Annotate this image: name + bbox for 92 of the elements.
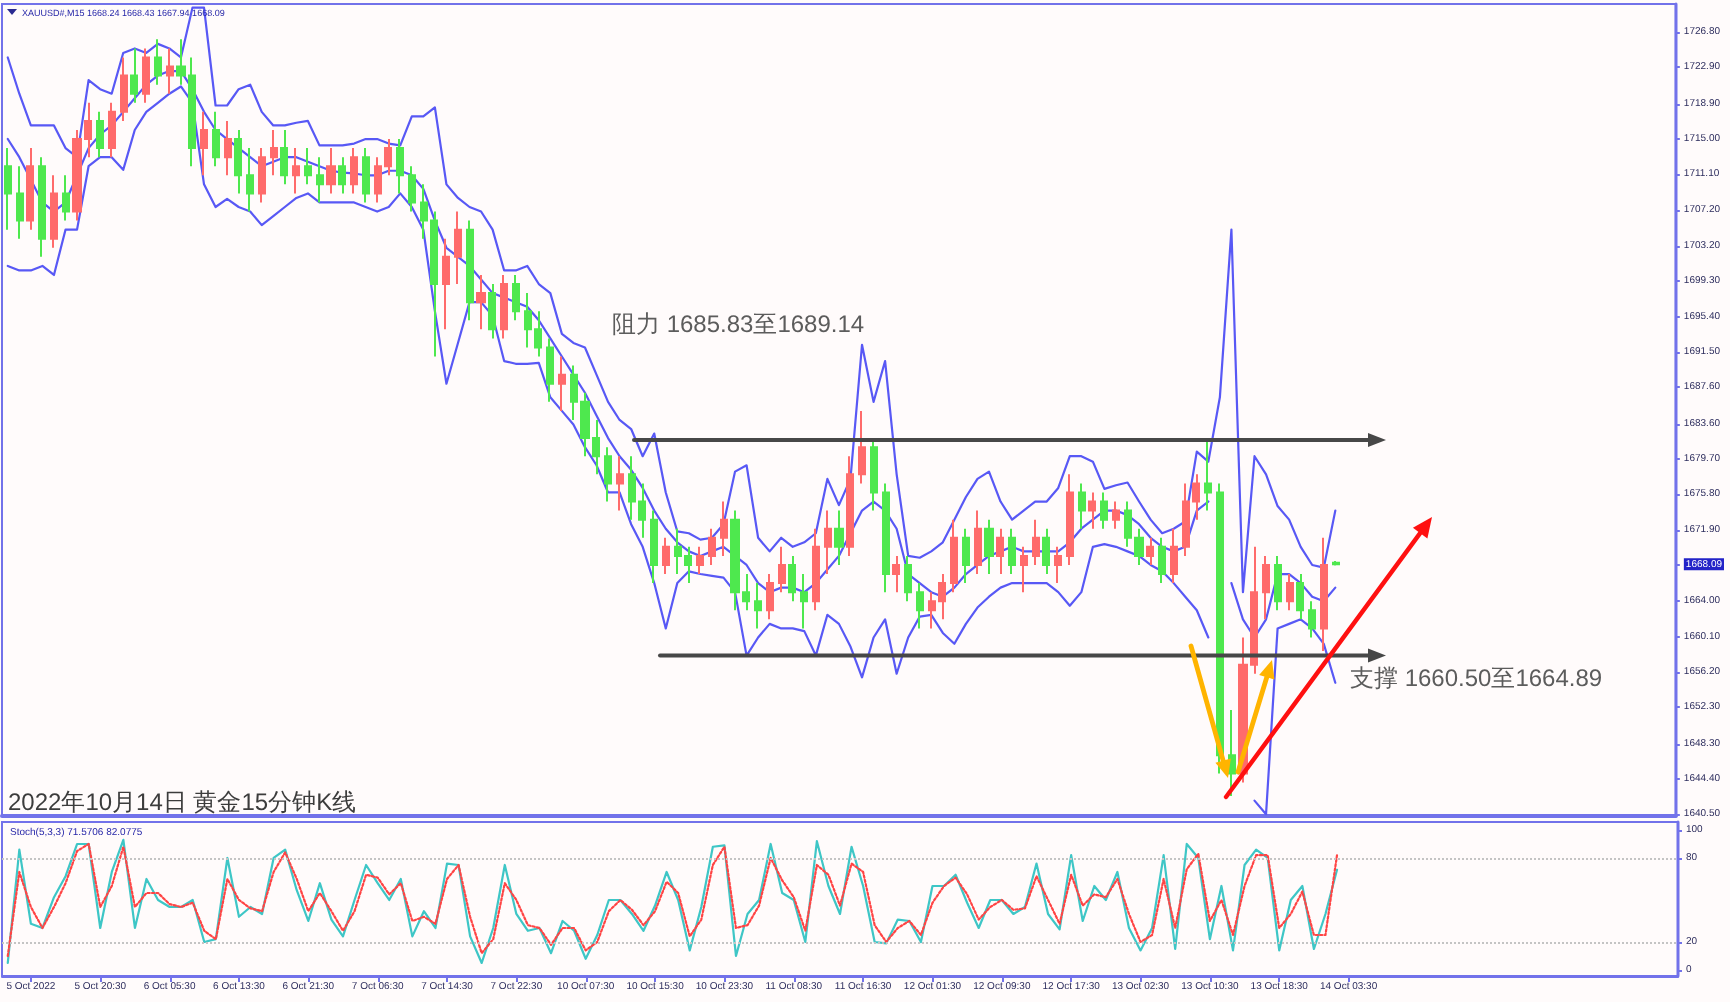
candlestick	[1274, 554, 1282, 612]
candlestick	[1112, 500, 1120, 530]
candlestick	[4, 147, 12, 231]
candlestick	[142, 47, 150, 104]
candlestick	[16, 165, 24, 240]
candlestick	[1100, 491, 1108, 530]
candlestick	[1008, 527, 1016, 576]
candlestick	[1204, 437, 1212, 512]
candlestick	[280, 128, 288, 186]
candlestick	[1020, 545, 1028, 594]
candlestick	[904, 554, 912, 603]
candlestick	[1320, 536, 1328, 653]
candlestick	[234, 128, 242, 195]
candlestick	[1054, 545, 1062, 585]
candlestick	[916, 582, 924, 630]
candlestick	[488, 283, 496, 340]
candlestick	[846, 455, 854, 557]
candlestick	[754, 582, 762, 630]
candlestick	[512, 273, 520, 322]
candlestick	[1332, 560, 1340, 567]
candlestick	[870, 437, 878, 512]
candlestick	[708, 527, 716, 566]
candlestick	[200, 110, 208, 177]
candlestick	[270, 128, 278, 177]
candlestick	[130, 47, 138, 104]
candlestick	[1286, 573, 1294, 612]
candlestick	[1216, 482, 1224, 775]
candlestick	[120, 56, 128, 122]
candlestick	[1308, 600, 1316, 639]
annotation: 2022年10月14日 黄金15分钟K线	[8, 788, 357, 816]
candlestick	[858, 409, 866, 485]
candlestick	[824, 509, 832, 576]
candlestick	[500, 273, 508, 340]
candlestick	[984, 518, 994, 576]
candlestick	[396, 138, 404, 195]
candlestick	[650, 509, 658, 585]
candlestick	[1042, 527, 1050, 576]
candlestick	[316, 156, 324, 204]
candlestick	[616, 455, 624, 512]
candlestick	[408, 165, 416, 213]
candlestick	[604, 446, 612, 503]
candlestick	[362, 147, 370, 204]
annotation: 阻力 1685.83至1689.14	[612, 310, 865, 338]
candlestick	[350, 147, 358, 195]
candlestick	[1088, 491, 1096, 530]
candlestick	[1158, 536, 1166, 585]
candlestick	[778, 545, 786, 594]
candlestick	[962, 527, 970, 585]
candlestick	[1078, 482, 1086, 530]
candlestick	[38, 156, 46, 258]
candlestick	[1032, 518, 1040, 566]
candlestick	[766, 573, 774, 621]
candlestick	[50, 174, 58, 249]
candlestick	[326, 147, 336, 195]
candlestick	[892, 554, 900, 594]
annotation: 支撑 1660.50至1664.89	[1350, 664, 1603, 692]
candlestick	[304, 147, 312, 186]
candlestick	[62, 174, 70, 222]
candlestick	[662, 536, 670, 576]
candlestick	[96, 110, 104, 159]
candlestick	[166, 47, 174, 95]
candlestick	[246, 147, 254, 213]
candlestick	[788, 554, 796, 603]
candlestick	[442, 237, 450, 331]
candlestick	[1296, 573, 1304, 621]
candlestick	[26, 147, 34, 231]
candlestick	[1170, 527, 1178, 585]
candlestick	[1066, 473, 1074, 566]
candlestick	[546, 337, 554, 403]
candlestick	[996, 527, 1004, 576]
candlestick	[812, 527, 820, 612]
candlestick	[882, 482, 890, 594]
candlestick	[338, 156, 346, 195]
candlestick	[154, 38, 162, 86]
candlestick	[454, 210, 462, 286]
candlestick	[224, 119, 232, 177]
candlestick	[292, 147, 300, 195]
candlestick	[974, 509, 982, 576]
candlestick	[1146, 536, 1154, 566]
candlestick	[258, 147, 266, 204]
candlestick	[696, 545, 704, 576]
candlestick	[720, 500, 728, 557]
candlestick	[1228, 708, 1236, 798]
candlestick	[558, 355, 566, 412]
candlestick	[950, 518, 958, 594]
candlestick	[108, 101, 116, 159]
candlestick	[1262, 554, 1270, 621]
candlestick	[476, 273, 486, 331]
candlestick	[834, 509, 844, 566]
candlestick	[466, 219, 474, 322]
candlestick	[800, 573, 808, 630]
candlestick	[212, 110, 220, 168]
